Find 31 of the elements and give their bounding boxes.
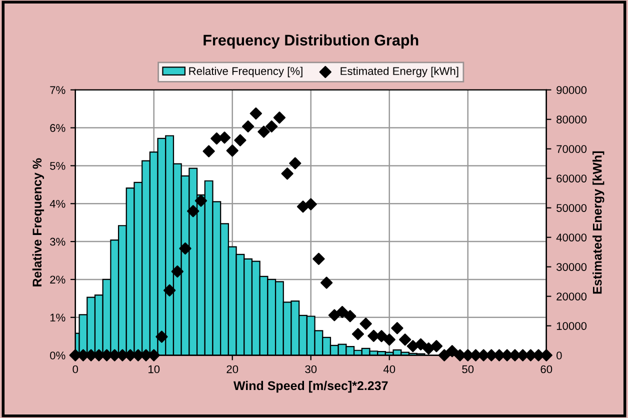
y2-tick-label: 40000 <box>556 234 587 242</box>
x-tick-label: 60 <box>540 365 552 374</box>
y2-tick-label: 70000 <box>556 145 587 153</box>
y2-tick-label: 90000 <box>556 86 587 94</box>
y-tick-label: 1% <box>50 314 66 322</box>
y2-tick-label: 0 <box>556 352 562 360</box>
y-tick-label: 0% <box>50 352 66 360</box>
y-tick-label: 2% <box>50 276 66 284</box>
y2-tick-label: 30000 <box>556 263 587 271</box>
x-tick-label: 0 <box>72 365 78 374</box>
legend-label: Relative Frequency [%] <box>189 66 302 78</box>
x-tick-label: 50 <box>462 365 474 374</box>
legend-label: Estimated Energy [kWh] <box>340 66 458 78</box>
y-tick-label: 5% <box>50 162 66 170</box>
y2-tick-label: 50000 <box>556 204 587 212</box>
x-tick-label: 40 <box>383 365 396 374</box>
y2-tick-label: 60000 <box>556 174 587 182</box>
y-tick-label: 6% <box>50 124 66 132</box>
x-axis-title: Wind Speed [m/sec]*2.237 <box>233 380 388 393</box>
chart-title: Frequency Distribution Graph <box>204 34 418 49</box>
y-tick-label: 4% <box>50 200 66 208</box>
y-tick-label: 3% <box>50 238 66 246</box>
y2-tick-label: 80000 <box>556 116 587 124</box>
x-tick-label: 10 <box>148 365 160 374</box>
x-tick-label: 20 <box>226 365 238 374</box>
y2-axis-title: Estimated Energy [kWh] <box>592 151 604 294</box>
y-tick-label: 7% <box>50 86 66 94</box>
y2-tick-label: 20000 <box>556 292 587 300</box>
y-axis-title: Relative Frequency % <box>32 158 44 286</box>
y2-tick-label: 10000 <box>556 322 587 330</box>
x-tick-label: 30 <box>305 365 317 374</box>
